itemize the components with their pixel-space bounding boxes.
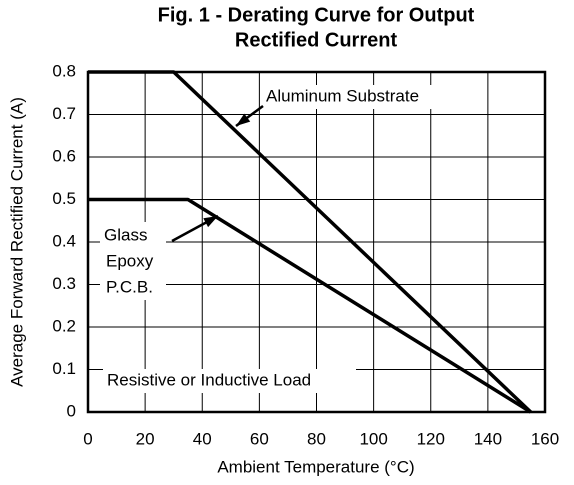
x-tick-label: 80 [307, 429, 326, 448]
annotation: P.C.B. [106, 277, 153, 296]
chart-title: Rectified Current [235, 29, 398, 51]
y-tick-label: 0.8 [52, 61, 76, 80]
series-line [88, 70, 532, 414]
x-tick-label: 100 [359, 429, 387, 448]
annotation: Aluminum Substrate [266, 86, 419, 105]
y-tick-label: 0.7 [52, 104, 76, 123]
annotation: Resistive or Inductive Load [107, 370, 311, 389]
x-tick-label: 120 [417, 429, 445, 448]
y-axis-label: Average Forward Rectified Current (A) [7, 97, 26, 387]
x-tick-label: 140 [474, 429, 502, 448]
y-tick-label: 0.5 [52, 189, 76, 208]
x-tick-label: 160 [531, 429, 559, 448]
y-tick-label: 0.2 [52, 316, 76, 335]
label-background [262, 85, 458, 109]
annotation: Glass [104, 225, 147, 244]
label-background [100, 222, 166, 300]
x-tick-label: 40 [193, 429, 212, 448]
series-line [88, 197, 532, 414]
label-background [103, 369, 356, 393]
x-tick-label: 20 [136, 429, 155, 448]
y-tick-label: 0.6 [52, 146, 76, 165]
x-tick-label: 0 [83, 429, 92, 448]
y-tick-label: 0.4 [52, 231, 76, 250]
x-axis-label: Ambient Temperature (°C) [217, 457, 414, 476]
plot-frame [86, 70, 547, 414]
y-tick-label: 0.3 [52, 274, 76, 293]
arrow-head [203, 216, 218, 228]
chart-title: Fig. 1 - Derating Curve for Output [158, 4, 475, 26]
y-tick-label: 0.1 [52, 359, 76, 378]
annotation: Epoxy [106, 251, 154, 270]
x-tick-label: 60 [250, 429, 269, 448]
y-tick-label: 0 [67, 401, 76, 420]
arrow-head [236, 113, 251, 126]
